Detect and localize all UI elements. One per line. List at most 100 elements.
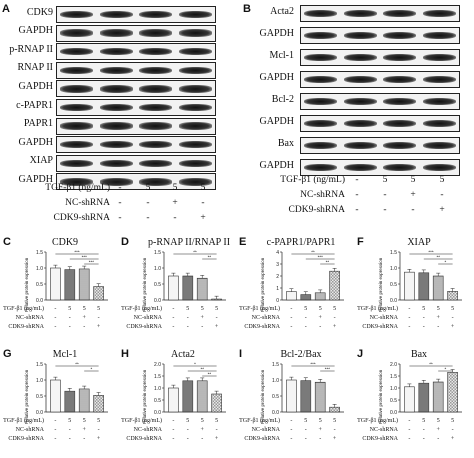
condition-value: - bbox=[186, 436, 189, 442]
blot-band bbox=[422, 53, 456, 62]
condition-value: 5 bbox=[82, 306, 86, 312]
blot-band bbox=[178, 122, 212, 130]
condition-value: - bbox=[408, 418, 411, 424]
blot-band bbox=[422, 97, 456, 106]
blot-band bbox=[422, 31, 456, 40]
condition-value: - bbox=[408, 427, 411, 433]
blot-band bbox=[178, 29, 212, 37]
panel-letter: C bbox=[3, 236, 11, 248]
condition-value: - bbox=[97, 315, 100, 321]
blot-row-label: GAPDH bbox=[18, 25, 53, 37]
condition-value: 5 bbox=[215, 418, 219, 424]
panel-letter: H bbox=[121, 348, 129, 360]
blot-band bbox=[60, 178, 94, 186]
condition-value: + bbox=[332, 436, 337, 442]
condition-value: + bbox=[200, 213, 206, 223]
condition-value: - bbox=[408, 436, 411, 442]
condition-value: - bbox=[201, 436, 204, 442]
bar bbox=[50, 379, 61, 413]
blot-band bbox=[383, 9, 417, 18]
y-tick-label: 2 bbox=[276, 274, 279, 280]
significance-stars: ** bbox=[326, 259, 330, 264]
bar bbox=[432, 381, 444, 413]
blot-band bbox=[99, 29, 133, 37]
bar bbox=[168, 387, 179, 413]
chart-title: Acta2 bbox=[171, 349, 195, 360]
condition-value: - bbox=[304, 436, 307, 442]
bar bbox=[78, 388, 90, 413]
blot-band bbox=[178, 66, 212, 75]
condition-value: - bbox=[172, 315, 175, 321]
condition-value: - bbox=[68, 427, 71, 433]
condition-value: - bbox=[173, 213, 177, 223]
condition-value: - bbox=[186, 315, 189, 321]
blot-band bbox=[422, 75, 456, 84]
bar bbox=[196, 380, 208, 413]
significance-stars: *** bbox=[89, 259, 95, 264]
blot-band bbox=[343, 141, 377, 150]
panel-letter: J bbox=[357, 348, 364, 360]
condition-value: - bbox=[54, 436, 57, 442]
significance-stars: *** bbox=[318, 254, 324, 259]
y-tick-label: 0.0 bbox=[390, 410, 397, 416]
bar bbox=[300, 380, 312, 413]
blot-band bbox=[304, 163, 338, 172]
blot-row-label: c-PAPR1 bbox=[16, 99, 53, 111]
blot-band bbox=[304, 141, 338, 150]
y-tick-label: 1.5 bbox=[390, 374, 397, 380]
blot-row-label: CDK9 bbox=[26, 6, 53, 18]
y-tick-label: 0.5 bbox=[272, 394, 279, 400]
condition-label: CDK9-shRNA bbox=[288, 205, 345, 215]
blot-row-label: PAPR1 bbox=[23, 118, 53, 130]
condition-label: TGF-β1 (ng/mL) bbox=[239, 418, 280, 424]
blot-row-label: Acta2 bbox=[270, 5, 294, 17]
condition-value: - bbox=[172, 306, 175, 312]
blot-band bbox=[383, 53, 417, 62]
condition-value: + bbox=[318, 315, 322, 321]
bar bbox=[418, 272, 430, 301]
condition-value: - bbox=[172, 324, 175, 330]
blot-band bbox=[304, 31, 338, 40]
condition-value: + bbox=[82, 315, 86, 321]
condition-label: NC-shRNA bbox=[300, 190, 345, 200]
y-tick-label: 1.5 bbox=[36, 250, 43, 256]
condition-value: - bbox=[319, 324, 322, 330]
panel-letter: D bbox=[121, 236, 129, 248]
significance-stars: * bbox=[91, 366, 93, 371]
significance-stars: *** bbox=[325, 366, 331, 371]
chart-title: Bax bbox=[410, 349, 428, 360]
condition-value: - bbox=[118, 183, 122, 193]
panel-letter: F bbox=[357, 236, 364, 248]
condition-value: - bbox=[83, 436, 86, 442]
condition-value: + bbox=[450, 324, 455, 330]
significance-stars: * bbox=[445, 366, 447, 371]
condition-value: 5 bbox=[422, 418, 426, 424]
blot-strip bbox=[300, 93, 460, 110]
condition-label: CDK9-shRNA bbox=[244, 436, 280, 442]
blot-band bbox=[139, 122, 173, 130]
bar bbox=[432, 275, 444, 301]
bar bbox=[211, 298, 222, 301]
blot-band bbox=[383, 119, 417, 128]
y-tick-label: 2.0 bbox=[154, 362, 161, 368]
chart-title: Bcl-2/Bax bbox=[280, 349, 322, 360]
condition-value: - bbox=[304, 324, 307, 330]
blot-strip bbox=[56, 43, 216, 61]
condition-value: 5 bbox=[439, 175, 445, 185]
blot-row-label: p-RNAP II bbox=[9, 43, 53, 55]
condition-value: - bbox=[451, 427, 454, 433]
bar bbox=[447, 372, 458, 413]
condition-value: + bbox=[318, 427, 322, 433]
significance-stars: *** bbox=[82, 254, 88, 259]
bar bbox=[447, 291, 458, 301]
significance-stars: ** bbox=[208, 254, 212, 259]
condition-value: 5 bbox=[186, 306, 190, 312]
bar bbox=[93, 286, 104, 301]
chart-plot: 0.00.51.01.5 *** bbox=[36, 361, 108, 416]
condition-value: + bbox=[96, 324, 101, 330]
condition-value: - bbox=[118, 213, 122, 223]
y-tick-label: 3 bbox=[276, 262, 279, 268]
y-tick-label: 1.0 bbox=[272, 378, 279, 384]
condition-label: TGF-β1 (ng/mL) bbox=[357, 306, 398, 312]
significance-stars: * bbox=[194, 361, 196, 366]
